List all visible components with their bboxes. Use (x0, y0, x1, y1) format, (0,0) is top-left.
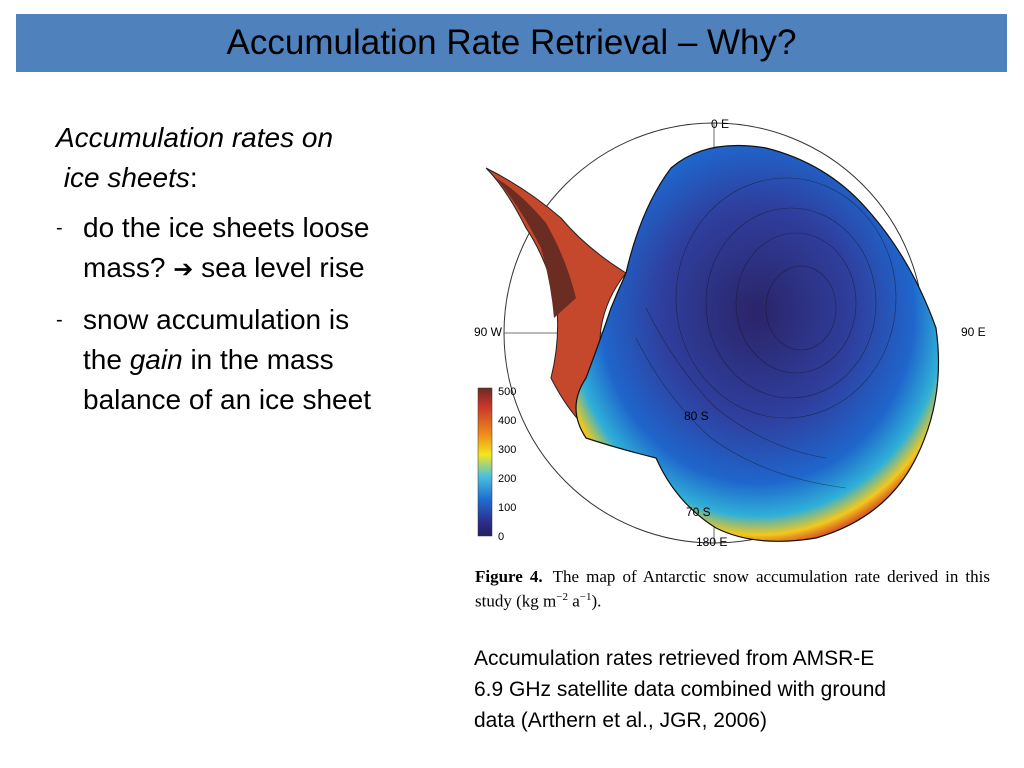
bullet-item-mass-loss: - do the ice sheets loose mass? ➔ sea le… (56, 208, 456, 290)
bullet-dash: - (56, 217, 63, 239)
colorbar-tick: 400 (498, 415, 516, 427)
bullet-line: mass? ➔ sea level rise (83, 248, 456, 290)
bullet-text: sea level rise (201, 252, 365, 283)
source-line: Accumulation rates retrieved from AMSR-E (474, 647, 875, 670)
colorbar-tick: 100 (498, 502, 516, 514)
title-bar: Accumulation Rate Retrieval – Why? (16, 14, 1007, 72)
bullet-line: the gain in the mass (83, 340, 456, 380)
map-graphic: 0 E 90 W 90 E 180 E 80 S 70 S 500 400 30… (474, 117, 986, 549)
figure-caption: Figure 4. The map of Antarctic snow accum… (475, 566, 990, 612)
heading-ice-sheets: ice sheets (63, 162, 190, 193)
figure-label: Figure 4. (475, 567, 543, 586)
caption-text: ). (591, 591, 602, 611)
caption-text: a (567, 591, 580, 611)
map-label-bottom: 180 E (696, 535, 727, 549)
slide-title: Accumulation Rate Retrieval – Why? (226, 23, 797, 62)
bullet-item-accumulation-gain: - snow accumulation is the gain in the m… (56, 300, 456, 420)
left-text-panel: Accumulation rates on ice sheets: - do t… (56, 118, 456, 420)
bullet-line: do the ice sheets loose (83, 212, 370, 243)
heading-line-1: Accumulation rates on (56, 122, 334, 153)
arrow-right-icon: ➔ (173, 256, 194, 283)
bullet-line: balance of an ice sheet (83, 384, 371, 415)
source-line: data (Arthern et al., JGR, 2006) (474, 709, 767, 732)
map-label-80s: 80 S (684, 409, 709, 423)
ice-sheet-region (575, 144, 940, 542)
bullet-line: snow accumulation is (83, 304, 350, 335)
bullet-text: mass? (83, 252, 166, 283)
caption-superscript: −1 (579, 591, 592, 603)
caption-superscript: −2 (556, 591, 568, 603)
section-heading: Accumulation rates on ice sheets: (56, 118, 456, 198)
colorbar-tick: 0 (498, 531, 504, 543)
map-label-70s: 70 S (686, 505, 711, 519)
bullet-emphasis: gain (129, 344, 183, 375)
bullet-text: in the mass (190, 344, 334, 375)
map-label-right: 90 E (961, 325, 986, 339)
source-note: Accumulation rates retrieved from AMSR-E… (474, 643, 994, 736)
bullet-dash: - (56, 309, 63, 331)
colorbar-tick: 300 (498, 444, 516, 456)
map-label-top: 0 E (711, 117, 729, 131)
caption-text: The map of Antarctic snow accumulation r… (475, 567, 990, 611)
source-line: 6.9 GHz satellite data combined with gro… (474, 678, 887, 701)
heading-line-2: ice sheets: (56, 158, 456, 198)
colorbar-tick: 200 (498, 473, 516, 485)
bullet-text: the (83, 344, 122, 375)
colorbar (477, 387, 493, 537)
contour-lines (635, 177, 897, 489)
colorbar-tick: 500 (498, 386, 516, 398)
heading-colon: : (189, 162, 198, 193)
antarctica-accumulation-map: 0 E 90 W 90 E 180 E 80 S 70 S 500 400 30… (466, 108, 996, 553)
map-label-left: 90 W (474, 325, 503, 339)
peninsula-high-accumulation (496, 178, 576, 318)
